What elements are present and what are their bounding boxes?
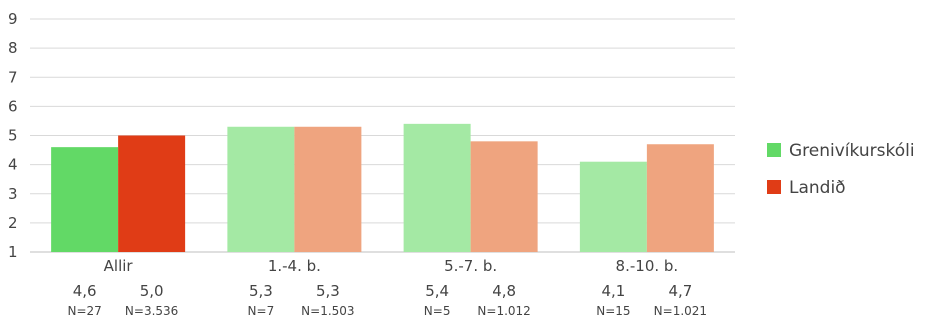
y-tick-label: 7 (8, 68, 18, 86)
n-label: N=5 (424, 304, 451, 318)
category-label: 1.-4. b. (268, 257, 321, 275)
labels: 4,6 N=27 5,0 N=3.536 Allir 5,3 N=7 5,3 N=1.503 1.… (67, 257, 707, 318)
value-label: 5,3 (249, 282, 273, 300)
value-label: 4,8 (492, 282, 516, 300)
bar-country (118, 135, 186, 252)
bar-country (646, 144, 714, 252)
y-tick-label: 8 (8, 39, 18, 57)
bar-school (403, 123, 471, 252)
legend-swatch (767, 180, 781, 194)
bar-school (51, 147, 119, 252)
bar-country (294, 126, 362, 252)
bar-country (470, 141, 538, 252)
bar-school (579, 161, 647, 252)
n-label: N=1.503 (301, 304, 354, 318)
y-tick-label: 2 (8, 214, 18, 232)
n-label: N=3.536 (125, 304, 178, 318)
n-label: N=27 (67, 304, 101, 318)
y-tick-label: 4 (8, 156, 18, 174)
value-label: 5,3 (316, 282, 340, 300)
legend-label: Grenivíkurskóli (789, 141, 915, 161)
legend-label: Landið (789, 178, 846, 198)
value-label: 5,0 (140, 282, 164, 300)
y-axis-ticks: 1 2 3 4 5 6 7 8 9 (8, 10, 18, 261)
value-label: 4,6 (73, 282, 97, 300)
legend: Grenivíkurskóli Landið (767, 141, 915, 198)
n-label: N=1.012 (477, 304, 530, 318)
category-label: Allir (104, 257, 134, 275)
value-label: 5,4 (425, 282, 449, 300)
y-tick-label: 3 (8, 185, 18, 203)
legend-swatch (767, 143, 781, 157)
value-label: 4,1 (601, 282, 625, 300)
bars (51, 123, 714, 252)
category-label: 8.-10. b. (616, 257, 679, 275)
n-label: N=15 (596, 304, 630, 318)
n-label: N=1.021 (654, 304, 707, 318)
category-label: 5.-7. b. (444, 257, 497, 275)
bar-school (227, 126, 295, 252)
n-label: N=7 (248, 304, 275, 318)
y-tick-label: 5 (8, 127, 18, 145)
y-tick-label: 1 (8, 243, 18, 261)
value-label: 4,7 (668, 282, 692, 300)
y-tick-label: 9 (8, 10, 18, 28)
y-tick-label: 6 (8, 97, 18, 115)
